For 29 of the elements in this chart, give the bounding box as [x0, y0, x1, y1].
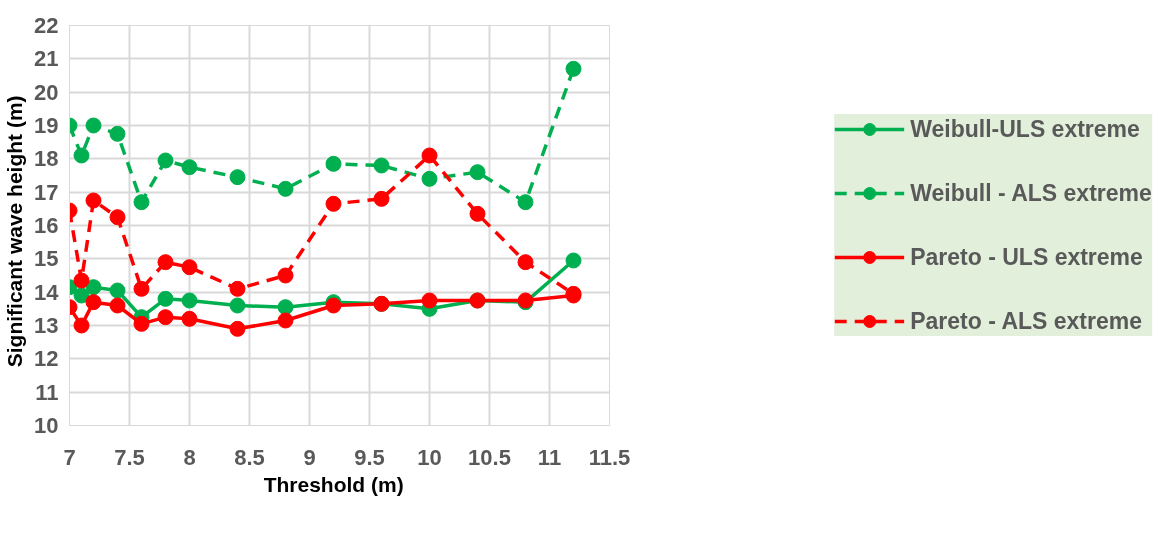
- y-tick-label: 15: [34, 246, 59, 272]
- x-tick-label: 11: [537, 444, 562, 470]
- y-tick-label: 16: [34, 213, 59, 238]
- y-axis-title: Significant wave height (m): [3, 95, 27, 368]
- y-tick-label: 21: [34, 46, 59, 72]
- x-tick-label: 10: [417, 444, 442, 470]
- y-tick-label: 10: [34, 413, 59, 438]
- legend-label: Weibull - ALS extreme: [910, 179, 1152, 207]
- x-tick-label: 7.5: [114, 444, 145, 470]
- legend-label: Pareto - ALS extreme: [910, 307, 1143, 335]
- y-tick-label: 20: [34, 79, 59, 105]
- y-tick-label: 19: [34, 113, 59, 138]
- y-tick-label: 13: [34, 313, 59, 338]
- y-tick-label: 11: [35, 379, 59, 405]
- x-tick-label: 9: [303, 444, 316, 470]
- y-tick-label: 18: [34, 146, 59, 172]
- x-tick-label: 8: [183, 444, 196, 470]
- x-axis-title: Threshold (m): [263, 472, 404, 496]
- y-tick-label: 14: [34, 279, 60, 305]
- x-tick-label: 9.5: [354, 444, 385, 470]
- legend-label: Weibull-ULS extreme: [910, 115, 1140, 143]
- x-tick-label: 11.5: [588, 444, 631, 470]
- x-tick-label: 7: [63, 444, 76, 470]
- y-tick-label: 12: [34, 346, 59, 372]
- legend-label: Pareto - ULS extreme: [910, 243, 1143, 271]
- y-tick-label: 17: [34, 179, 59, 205]
- x-tick-label: 8.5: [234, 444, 265, 470]
- y-tick-label: 22: [34, 13, 59, 38]
- x-tick-label: 10.5: [468, 444, 511, 470]
